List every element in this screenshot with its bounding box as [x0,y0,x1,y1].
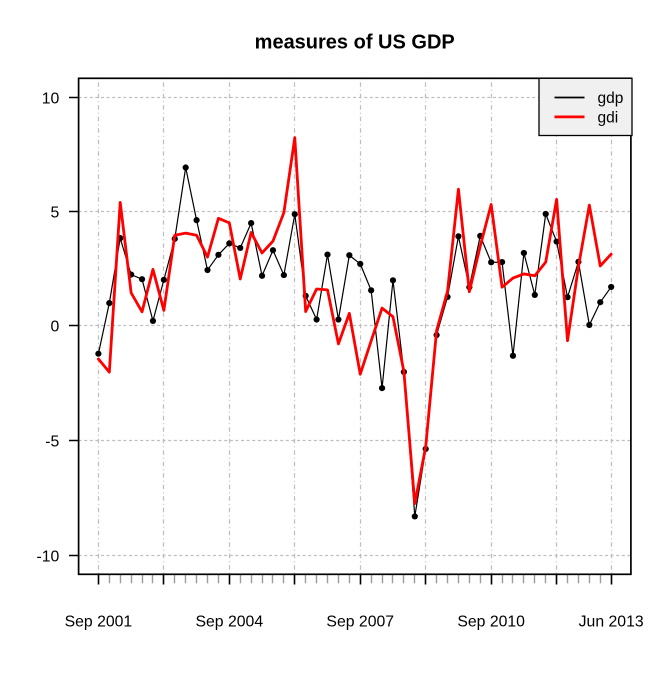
svg-text:Sep 2004: Sep 2004 [195,613,263,630]
svg-text:gdp: gdp [598,90,624,107]
svg-text:-10: -10 [36,548,59,565]
svg-text:Sep 2007: Sep 2007 [326,613,394,630]
svg-text:5: 5 [51,204,60,221]
svg-text:measures of US GDP: measures of US GDP [255,32,455,54]
svg-text:Sep 2010: Sep 2010 [457,613,525,630]
svg-text:Sep 2001: Sep 2001 [65,613,133,630]
svg-text:10: 10 [42,90,60,107]
svg-text:gdi: gdi [598,109,619,126]
svg-text:Jun 2013: Jun 2013 [579,613,644,630]
svg-text:0: 0 [51,318,60,335]
svg-text:-5: -5 [45,433,59,450]
